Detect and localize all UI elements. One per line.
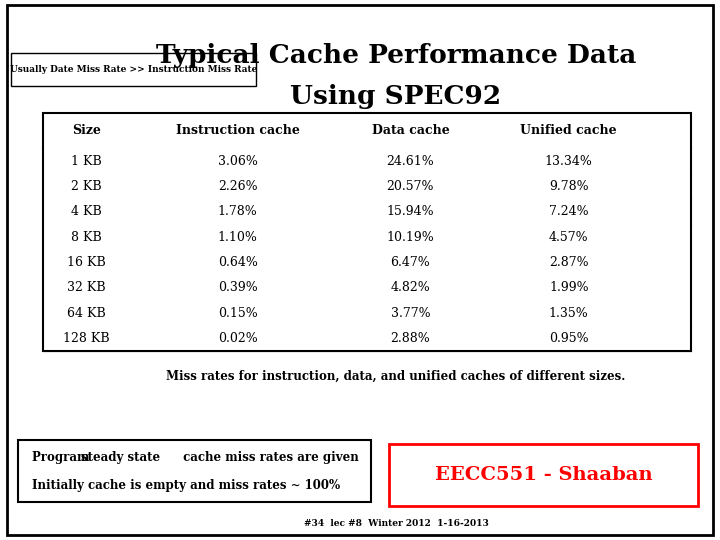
Text: 32 KB: 32 KB bbox=[67, 281, 106, 294]
Text: 2 KB: 2 KB bbox=[71, 180, 102, 193]
Text: EECC551 - Shaaban: EECC551 - Shaaban bbox=[435, 466, 652, 484]
Text: Unified cache: Unified cache bbox=[521, 124, 617, 138]
Text: 0.02%: 0.02% bbox=[217, 332, 258, 345]
Text: 9.78%: 9.78% bbox=[549, 180, 589, 193]
Text: 0.64%: 0.64% bbox=[217, 256, 258, 269]
Text: 64 KB: 64 KB bbox=[67, 307, 106, 320]
Text: 0.39%: 0.39% bbox=[217, 281, 258, 294]
Text: 4.82%: 4.82% bbox=[390, 281, 431, 294]
Text: 8 KB: 8 KB bbox=[71, 231, 102, 244]
Text: 128 KB: 128 KB bbox=[63, 332, 109, 345]
Text: 4 KB: 4 KB bbox=[71, 205, 102, 218]
Text: Typical Cache Performance Data: Typical Cache Performance Data bbox=[156, 43, 636, 68]
Text: steady state: steady state bbox=[81, 451, 160, 464]
Text: 1.78%: 1.78% bbox=[217, 205, 258, 218]
Text: 1.10%: 1.10% bbox=[217, 231, 258, 244]
Text: Using SPEC92: Using SPEC92 bbox=[290, 84, 502, 109]
Text: Data cache: Data cache bbox=[372, 124, 449, 138]
Text: 2.87%: 2.87% bbox=[549, 256, 589, 269]
Text: 7.24%: 7.24% bbox=[549, 205, 589, 218]
Text: 0.95%: 0.95% bbox=[549, 332, 589, 345]
Text: 3.06%: 3.06% bbox=[217, 154, 258, 167]
Text: 15.94%: 15.94% bbox=[387, 205, 434, 218]
Text: 1.99%: 1.99% bbox=[549, 281, 589, 294]
Text: 2.26%: 2.26% bbox=[217, 180, 258, 193]
Text: Instruction cache: Instruction cache bbox=[176, 124, 300, 138]
Text: Miss rates for instruction, data, and unified caches of different sizes.: Miss rates for instruction, data, and un… bbox=[166, 370, 626, 383]
Text: 6.47%: 6.47% bbox=[390, 256, 431, 269]
Text: Initially cache is empty and miss rates ~ 100%: Initially cache is empty and miss rates … bbox=[32, 480, 341, 492]
Text: Size: Size bbox=[72, 124, 101, 138]
Text: 0.15%: 0.15% bbox=[217, 307, 258, 320]
Text: 10.19%: 10.19% bbox=[387, 231, 434, 244]
Text: 24.61%: 24.61% bbox=[387, 154, 434, 167]
Text: Usually Date Miss Rate >> Instruction Miss Rate: Usually Date Miss Rate >> Instruction Mi… bbox=[9, 65, 257, 74]
Text: 13.34%: 13.34% bbox=[545, 154, 593, 167]
Text: 2.88%: 2.88% bbox=[390, 332, 431, 345]
Text: 3.77%: 3.77% bbox=[390, 307, 431, 320]
Text: 4.57%: 4.57% bbox=[549, 231, 589, 244]
Text: 1 KB: 1 KB bbox=[71, 154, 102, 167]
Text: 20.57%: 20.57% bbox=[387, 180, 434, 193]
Text: 1.35%: 1.35% bbox=[549, 307, 589, 320]
Text: #34  lec #8  Winter 2012  1-16-2013: #34 lec #8 Winter 2012 1-16-2013 bbox=[304, 519, 488, 528]
Text: cache miss rates are given: cache miss rates are given bbox=[179, 451, 359, 464]
Text: Program: Program bbox=[32, 451, 94, 464]
Text: 16 KB: 16 KB bbox=[67, 256, 106, 269]
